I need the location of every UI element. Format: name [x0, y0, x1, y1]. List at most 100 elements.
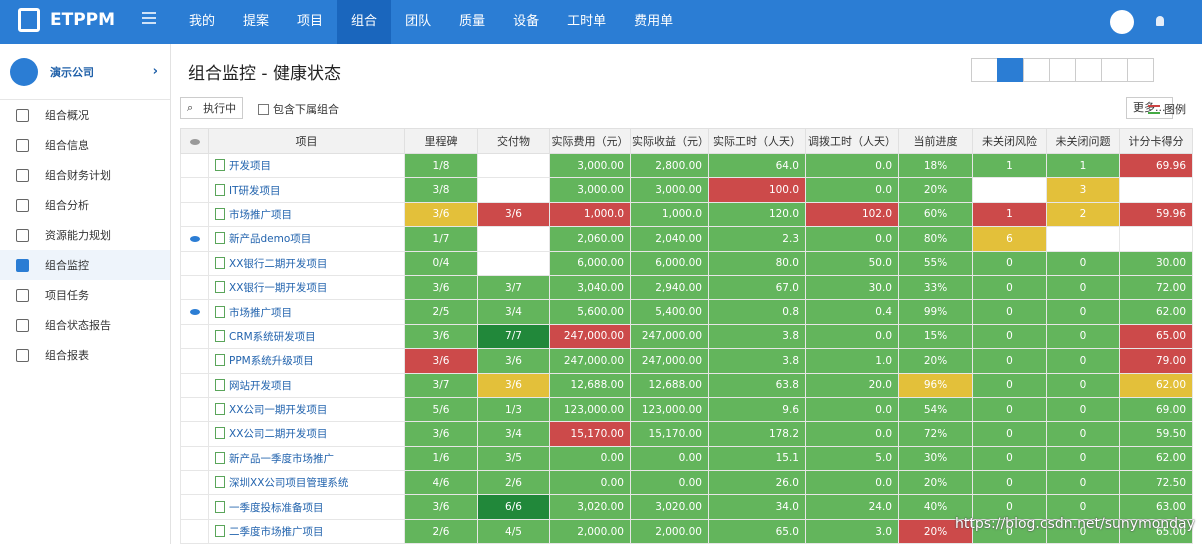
- metric-cell: 123,000.00: [630, 396, 709, 423]
- view-button[interactable]: [1049, 58, 1076, 82]
- metric-cell: 0: [1046, 518, 1120, 544]
- project-cell[interactable]: 二季度市场推广项目: [208, 518, 405, 544]
- metric-cell: 15%: [898, 323, 973, 350]
- project-cell[interactable]: CRM系统研发项目: [208, 323, 405, 350]
- side-item[interactable]: 组合分析: [0, 190, 170, 220]
- project-link[interactable]: PPM系统升级项目: [229, 355, 314, 368]
- project-link[interactable]: XX银行二期开发项目: [229, 257, 328, 270]
- project-link[interactable]: 市场推广项目: [229, 208, 292, 221]
- status-filter[interactable]: ⌕ 执行中: [180, 97, 244, 119]
- company-switch[interactable]: 演示公司 ›: [0, 44, 170, 100]
- project-link[interactable]: 网站开发项目: [229, 379, 292, 392]
- metric-cell: 15,170.00: [549, 421, 631, 447]
- side-item[interactable]: 组合信息: [0, 130, 170, 160]
- menu-item[interactable]: 组合: [337, 0, 392, 44]
- notifications[interactable]: [1156, 16, 1164, 26]
- metric-cell: 6,000.00: [549, 250, 631, 276]
- side-item[interactable]: 组合财务计划: [0, 160, 170, 190]
- metric-cell: 60%: [898, 201, 973, 228]
- metric-cell: 0.0: [805, 177, 899, 203]
- menu-toggle[interactable]: [142, 12, 156, 24]
- watch-cell: [180, 445, 209, 472]
- project-cell[interactable]: 新产品一季度市场推广: [208, 445, 405, 472]
- side-item[interactable]: 组合状态报告: [0, 310, 170, 340]
- metric-cell: 3,040.00: [549, 274, 631, 301]
- project-cell[interactable]: 市场推广项目: [208, 299, 405, 325]
- project-link[interactable]: 深圳XX公司项目管理系统: [229, 477, 349, 490]
- metric-cell: 0: [1046, 421, 1120, 447]
- watch-cell: [180, 201, 209, 228]
- metric-cell: 20%: [898, 348, 973, 374]
- project-link[interactable]: XX银行一期开发项目: [229, 282, 328, 295]
- project-link[interactable]: IT研发项目: [229, 184, 281, 197]
- side-item[interactable]: 组合概况: [0, 100, 170, 130]
- avatar[interactable]: [1110, 10, 1134, 34]
- metric-cell: 0.00: [630, 445, 709, 472]
- project-link[interactable]: 新产品一季度市场推广: [229, 452, 334, 465]
- project-link[interactable]: XX公司一期开发项目: [229, 404, 328, 417]
- metric-cell: 0: [972, 250, 1047, 276]
- metric-cell: 65.00: [1119, 518, 1193, 544]
- include-sub[interactable]: 包含下属组合: [258, 101, 339, 117]
- menu-item[interactable]: 我的: [189, 14, 216, 29]
- side-item[interactable]: 组合监控: [0, 250, 170, 280]
- menu-item[interactable]: 团队: [405, 14, 432, 29]
- project-link[interactable]: 新产品demo项目: [229, 233, 312, 246]
- project-cell[interactable]: XX银行二期开发项目: [208, 250, 405, 276]
- metric-cell: 1: [1046, 152, 1120, 179]
- metric-cell: 0: [972, 494, 1047, 520]
- project-cell[interactable]: 深圳XX公司项目管理系统: [208, 470, 405, 496]
- menu-item[interactable]: 费用单: [634, 14, 674, 29]
- menu-item[interactable]: 工时单: [567, 14, 607, 29]
- metric-cell: 3/6: [404, 274, 478, 301]
- metric-cell: 80%: [898, 226, 973, 252]
- project-link[interactable]: 市场推广项目: [229, 306, 292, 319]
- project-cell[interactable]: 市场推广项目: [208, 201, 405, 228]
- metric-cell: 3,000.00: [630, 177, 709, 203]
- menu-item[interactable]: 设备: [513, 14, 540, 29]
- project-cell[interactable]: XX公司一期开发项目: [208, 396, 405, 423]
- side-item[interactable]: 组合报表: [0, 340, 170, 370]
- side-item[interactable]: 项目任务: [0, 280, 170, 310]
- metric-cell: 72.50: [1119, 470, 1193, 496]
- metric-cell: 15,170.00: [630, 421, 709, 447]
- menu-item[interactable]: 提案: [243, 14, 270, 29]
- project-cell[interactable]: 一季度投标准备项目: [208, 494, 405, 520]
- side-item[interactable]: 资源能力规划: [0, 220, 170, 250]
- metric-cell: 2,000.00: [630, 518, 709, 544]
- project-link[interactable]: 开发项目: [229, 160, 271, 173]
- metric-cell: 1/8: [404, 152, 478, 179]
- project-cell[interactable]: 开发项目: [208, 152, 405, 179]
- project-cell[interactable]: XX公司二期开发项目: [208, 421, 405, 447]
- project-cell[interactable]: 网站开发项目: [208, 372, 405, 398]
- view-button[interactable]: [1127, 58, 1154, 82]
- logo[interactable]: ETPPM: [18, 8, 115, 32]
- column-header: 实际费用（元）: [549, 128, 631, 154]
- table-row: CRM系统研发项目 3/6 7/7 247,000.00 247,000.00 3.8 0.…: [180, 323, 1193, 350]
- project-cell[interactable]: IT研发项目: [208, 177, 405, 203]
- view-button[interactable]: [997, 58, 1024, 82]
- metric-cell: 3/6: [477, 201, 550, 228]
- menu-item[interactable]: 质量: [459, 14, 486, 29]
- project-link[interactable]: 二季度市场推广项目: [229, 526, 324, 539]
- project-cell[interactable]: 新产品demo项目: [208, 226, 405, 252]
- view-button[interactable]: [1075, 58, 1102, 82]
- project-link[interactable]: CRM系统研发项目: [229, 330, 316, 343]
- metric-cell: 0: [972, 299, 1047, 325]
- metric-cell: 2: [1046, 201, 1120, 228]
- project-link[interactable]: XX公司二期开发项目: [229, 428, 328, 441]
- metric-cell: 247,000.00: [549, 348, 631, 374]
- column-header: 调拨工时（人天）: [805, 128, 899, 154]
- metric-cell: 0.8: [708, 299, 806, 325]
- view-button[interactable]: [1023, 58, 1050, 82]
- more-button[interactable]: 更多...: [1126, 97, 1173, 119]
- project-cell[interactable]: PPM系统升级项目: [208, 348, 405, 374]
- project-link[interactable]: 一季度投标准备项目: [229, 501, 324, 514]
- table-row: XX公司一期开发项目 5/6 1/3 123,000.00 123,000.00 9.6 0…: [180, 396, 1193, 423]
- menu-item[interactable]: 项目: [297, 14, 324, 29]
- view-button[interactable]: [971, 58, 998, 82]
- page-title: 组合监控 - 健康状态: [188, 64, 341, 84]
- project-cell[interactable]: XX银行一期开发项目: [208, 274, 405, 301]
- view-button[interactable]: [1101, 58, 1128, 82]
- legend-button[interactable]: 图例: [1148, 101, 1186, 117]
